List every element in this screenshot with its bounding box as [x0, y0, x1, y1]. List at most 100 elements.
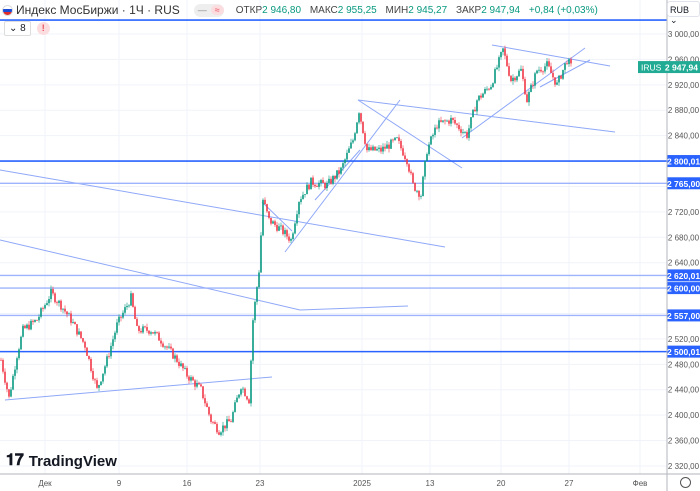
candle-body [188, 376, 190, 381]
candle-body [402, 148, 404, 156]
candle-body [116, 322, 118, 333]
high-value: 2 955,25 [337, 4, 377, 16]
candle-body [492, 83, 494, 87]
candle-body [214, 422, 216, 424]
candle-body [480, 95, 482, 98]
symbol-title[interactable]: Индекс МосБиржи · 1Ч · RUS [16, 3, 180, 17]
open-value: 2 946,80 [262, 4, 302, 16]
candle-body [314, 184, 316, 187]
candle-body [502, 48, 504, 53]
indicators-toggle[interactable]: ⌄ 8 [4, 21, 31, 36]
candle-body [304, 194, 306, 195]
candle-body [76, 324, 78, 335]
mode-toggle[interactable]: — ≈ [193, 3, 224, 17]
candle-body [92, 370, 94, 380]
candle-body [444, 120, 446, 122]
candle-body [122, 312, 124, 318]
candle-body [306, 184, 308, 195]
candle-body [438, 120, 440, 129]
candle-body [386, 144, 388, 149]
candle-body [464, 132, 466, 133]
candle-body [452, 117, 454, 120]
candle-body [530, 84, 532, 92]
candle-body [50, 289, 52, 300]
candle-body [534, 73, 536, 86]
tradingview-logo[interactable]: 𝟏𝟕 TradingView [6, 452, 117, 470]
trend-line [299, 305, 409, 311]
indicators-count: 8 [20, 23, 26, 34]
candle-body [300, 199, 302, 203]
candle-body [68, 313, 70, 315]
candle-body [118, 316, 120, 323]
candle-body [294, 223, 296, 234]
candle-body [544, 66, 546, 72]
candle-body [562, 69, 564, 79]
candle-body [296, 214, 298, 224]
candle-body [506, 55, 508, 67]
candle-body [358, 113, 360, 123]
candle-body [526, 94, 528, 103]
candle-body [508, 66, 510, 76]
candle-body [94, 379, 96, 381]
candle-body [366, 143, 368, 151]
candle-body [8, 389, 10, 397]
candle-body [332, 176, 334, 184]
level-label-bg [667, 177, 700, 190]
candle-body [328, 178, 330, 183]
candle-body [260, 235, 262, 273]
candle-body [352, 140, 354, 143]
trend-line [461, 47, 586, 139]
candle-body [346, 152, 348, 160]
candle-body [168, 346, 170, 348]
candle-body [230, 421, 232, 423]
pill-left[interactable]: — [197, 5, 207, 15]
candle-body [42, 308, 44, 309]
candle-body [430, 136, 432, 145]
candle-body [566, 63, 568, 65]
candle-body [434, 127, 436, 135]
pill-right[interactable]: ≈ [210, 5, 224, 15]
candle-body [298, 202, 300, 215]
candle-body [190, 377, 192, 381]
candle-body [356, 122, 358, 134]
candle-body [396, 137, 398, 139]
candle-body [172, 348, 174, 359]
candle-body [338, 170, 340, 174]
candle-body [550, 66, 552, 73]
time-tick: 2025 [353, 479, 371, 488]
candle-body [204, 398, 206, 404]
candle-body [202, 386, 204, 399]
warning-icon[interactable]: ! [36, 22, 50, 35]
candle-body [210, 414, 212, 422]
candle-body [174, 355, 176, 359]
candle-body [102, 373, 104, 382]
currency-select[interactable]: RUB ⌄ [667, 1, 700, 25]
candle-body [470, 117, 472, 129]
candle-body [474, 109, 476, 112]
candle-body [318, 183, 320, 187]
candle-body [58, 300, 60, 303]
candle-body [330, 178, 332, 184]
candle-body [108, 356, 110, 358]
candle-body [312, 177, 314, 185]
candle-body [82, 338, 84, 342]
candle-body [292, 233, 294, 240]
candle-body [236, 397, 238, 403]
candle-body [516, 76, 518, 81]
price-tick: 2 680,00 [668, 233, 700, 242]
candle-body [284, 230, 286, 235]
high-label: МАКС [309, 4, 338, 16]
candle-body [250, 360, 252, 404]
candle-body [546, 61, 548, 67]
candle-body [568, 59, 570, 65]
candle-body [432, 134, 434, 137]
time-tick: 16 [183, 479, 192, 488]
candle-body [428, 144, 430, 155]
candle-body [160, 340, 162, 344]
candle-body [360, 113, 362, 122]
level-label: 2 557,00 [667, 311, 700, 321]
candle-body [560, 75, 562, 79]
settings-icon[interactable] [680, 477, 691, 488]
candle-body [326, 182, 328, 189]
